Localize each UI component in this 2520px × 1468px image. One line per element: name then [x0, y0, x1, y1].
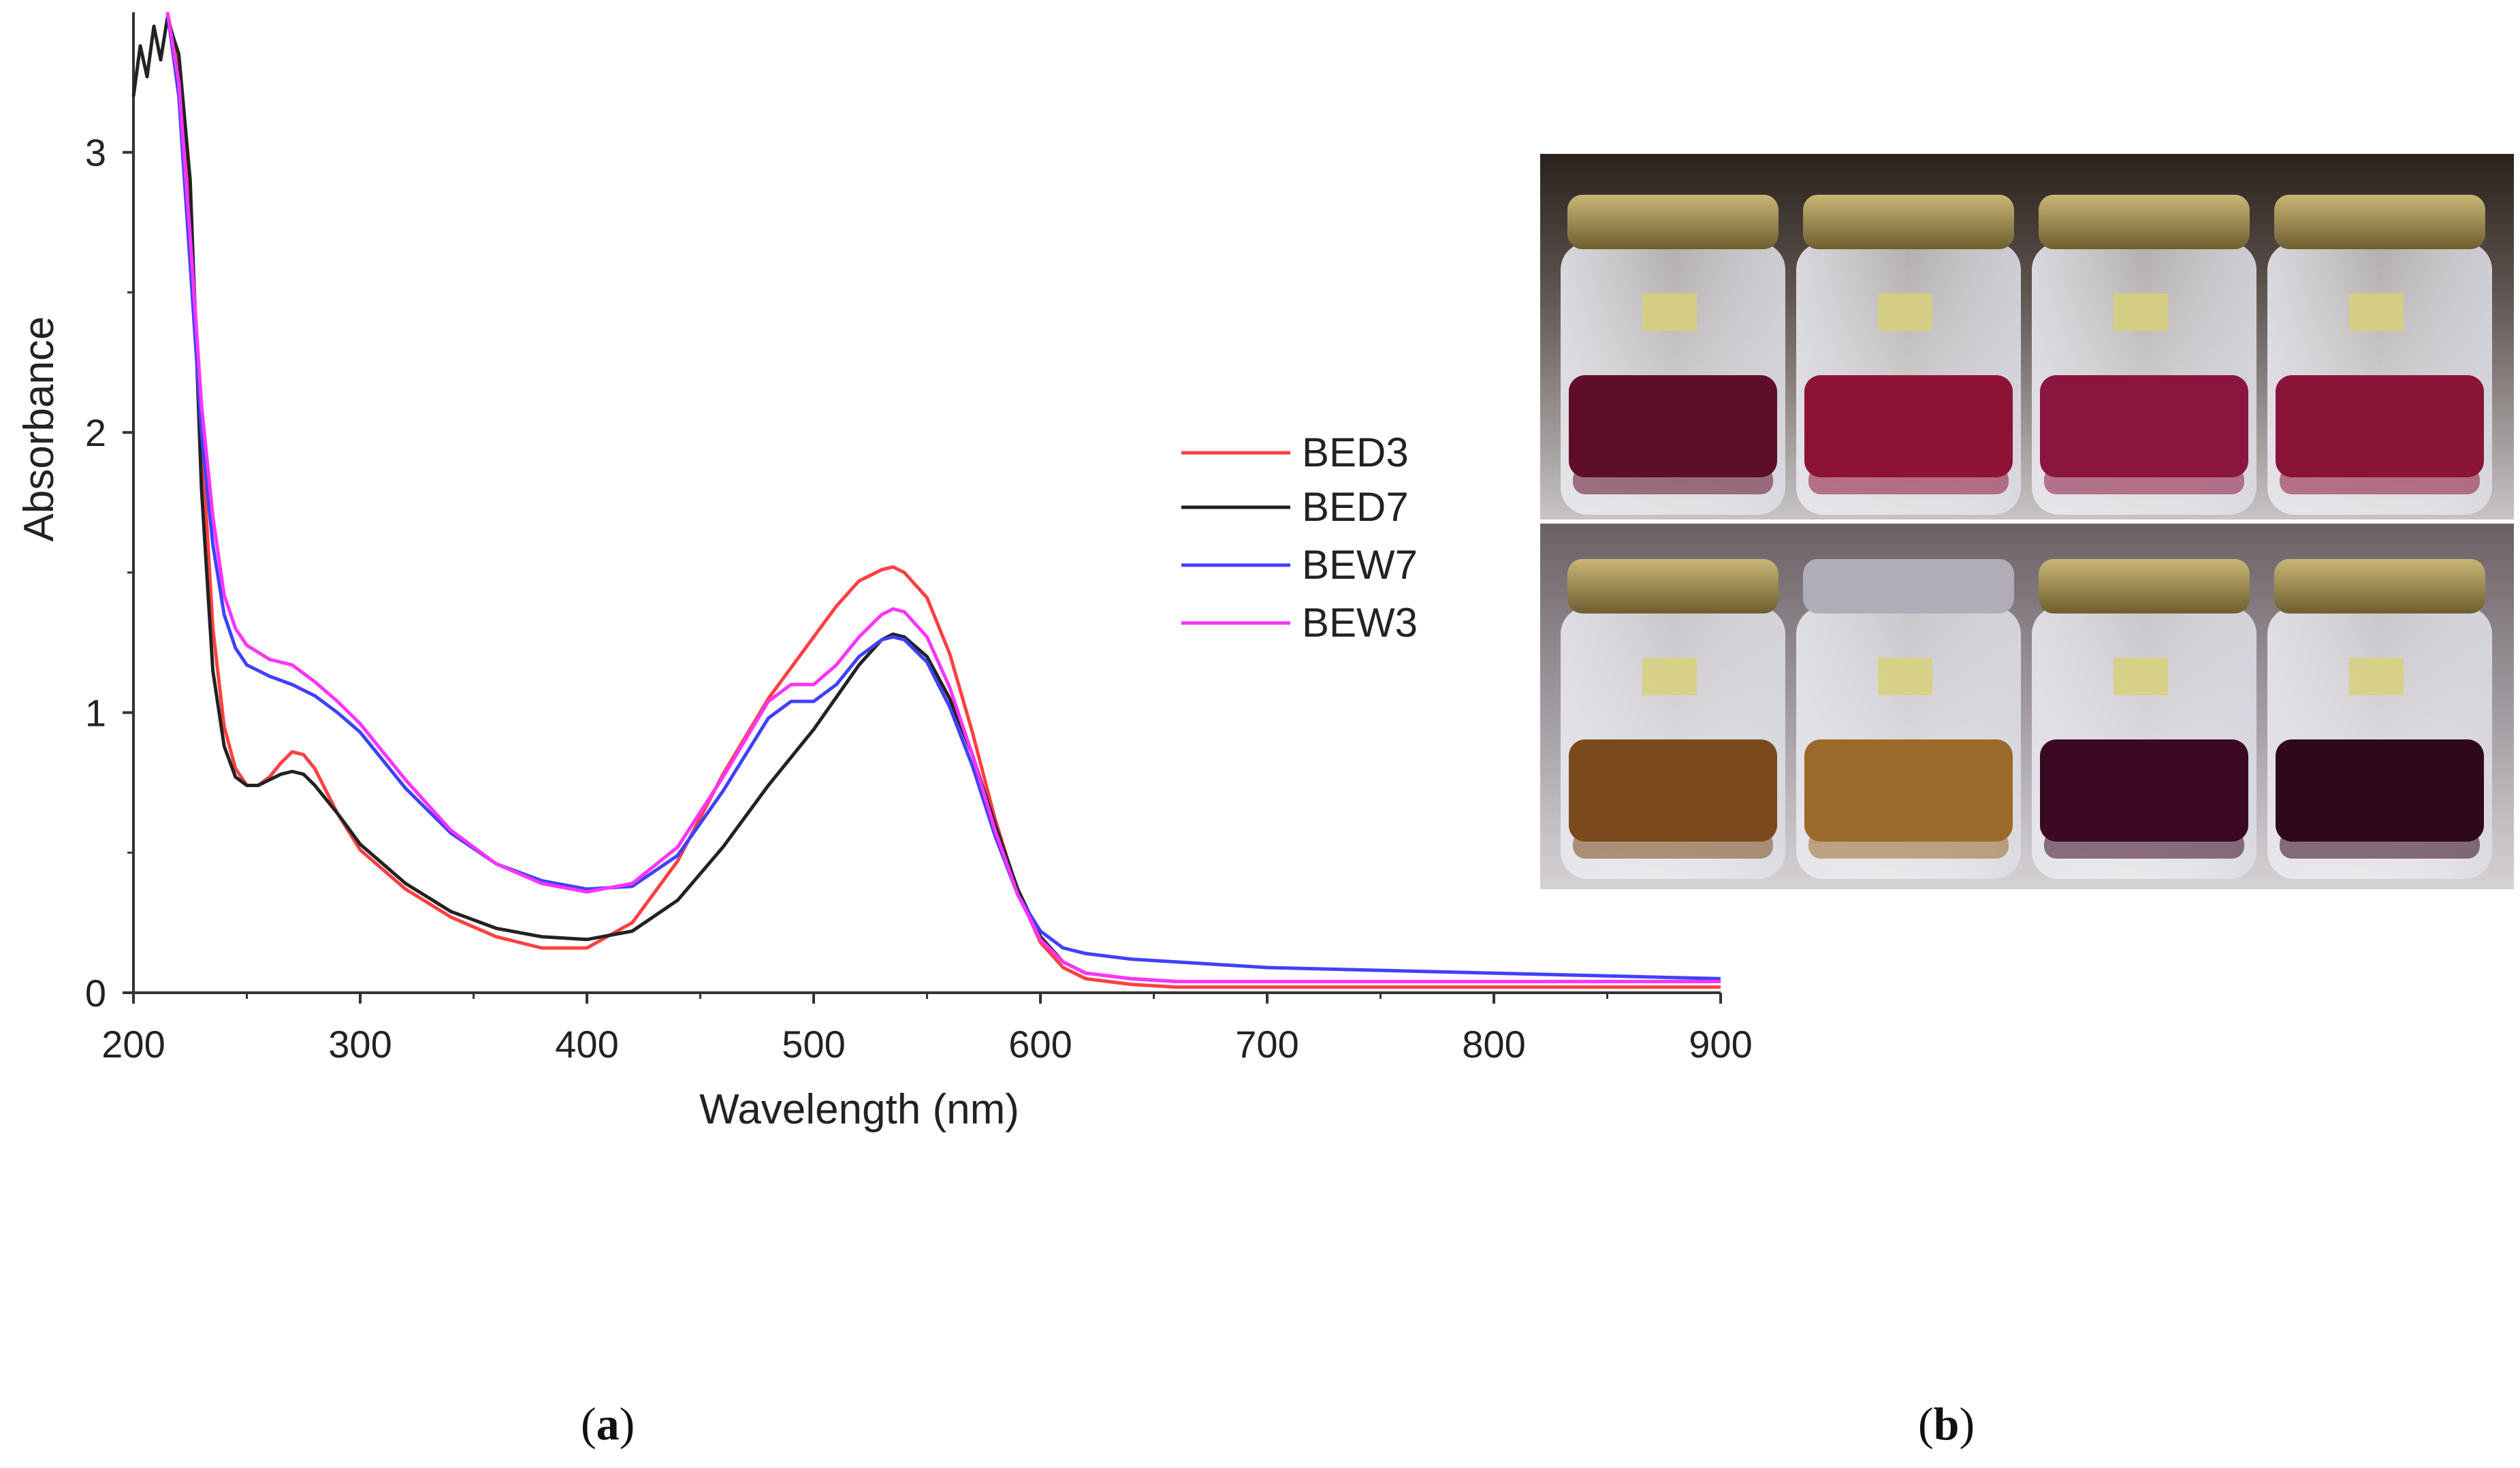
legend-label-bew7: BEW7 [1302, 542, 1418, 588]
x-tick-label-400: 400 [555, 1023, 618, 1066]
panel-label-a: (a) [581, 1398, 635, 1450]
vial-1-4 [2267, 195, 2492, 515]
legend-label-bed7: BED7 [1302, 484, 1409, 530]
vial-cap [1567, 195, 1779, 249]
vial-cap [2039, 559, 2250, 613]
series-line-bed7 [131, 16, 1721, 983]
vial-1-3 [2032, 195, 2256, 515]
y-tick-label-3: 3 [85, 131, 106, 174]
x-tick-label-200: 200 [101, 1023, 165, 1066]
series-line-bed3 [165, 12, 1721, 989]
vial-2-4 [2267, 559, 2492, 879]
vial-label [1878, 293, 1932, 331]
vial-label [2349, 658, 2404, 695]
vial-cap [2039, 195, 2250, 249]
vial-liquid [1569, 739, 1777, 842]
vial-2-2 [1796, 559, 2021, 879]
x-tick-label-500: 500 [782, 1023, 845, 1066]
series-line-bew3 [165, 12, 1721, 983]
vial-liquid [2040, 739, 2248, 842]
chart-legend: BED3 BED7 BEW7 BEW3 [1181, 430, 1418, 645]
vials [1540, 195, 2514, 879]
vials-photo [1540, 154, 2514, 889]
vial-liquid [2276, 375, 2484, 477]
vial-2-1 [1561, 559, 1785, 879]
vial-cap [2274, 559, 2485, 613]
vial-liquid-base [1573, 831, 1773, 859]
vial-cap [1803, 195, 2014, 249]
x-tick-label-700: 700 [1235, 1023, 1298, 1066]
vial-cap [1567, 559, 1779, 613]
y-tick-label-0: 0 [85, 972, 106, 1015]
vial-label [1878, 658, 1932, 695]
series-line-bew7 [165, 12, 1721, 980]
x-tick-label-300: 300 [328, 1023, 392, 1066]
vial-label [2114, 658, 2168, 695]
vials-photo-drawing [1540, 154, 2514, 889]
vial-liquid-base [2280, 467, 2480, 494]
vial-liquid [2276, 739, 2484, 842]
vial-cap [2274, 195, 2485, 249]
legend-label-bew3: BEW3 [1302, 600, 1418, 645]
vial-label [1642, 293, 1697, 331]
vial-liquid-base [2044, 831, 2244, 859]
vial-liquid-base [1808, 831, 2009, 859]
vial-label [2114, 293, 2168, 331]
vial-liquid-base [2280, 831, 2480, 859]
vial-liquid [1804, 375, 2013, 477]
vial-liquid [1804, 739, 2013, 842]
chart-series [131, 12, 1721, 989]
vial-liquid [1569, 375, 1777, 477]
vial-2-3 [2032, 559, 2256, 879]
vial-liquid-base [2044, 467, 2244, 494]
vial-cap [1803, 559, 2014, 613]
vial-label [1642, 658, 1697, 695]
y-tick-label-2: 2 [85, 411, 106, 454]
x-tick-label-600: 600 [1008, 1023, 1072, 1066]
vial-label [2349, 293, 2404, 331]
x-axis-title: Wavelength (nm) [699, 1086, 1019, 1133]
vial-liquid-base [1808, 467, 2009, 494]
vial-1-1 [1561, 195, 1785, 515]
vial-liquid-base [1573, 467, 1773, 494]
panel-label-b: (b) [1918, 1398, 1975, 1450]
y-axis-title: Absorbance [16, 317, 63, 542]
chart-axes: 200 300 400 500 600 700 800 900 0 1 2 3 [85, 12, 1753, 1066]
vial-liquid [2040, 375, 2248, 477]
legend-label-bed3: BED3 [1302, 430, 1409, 475]
vial-1-2 [1796, 195, 2021, 515]
x-tick-label-800: 800 [1462, 1023, 1525, 1066]
y-tick-label-1: 1 [85, 692, 106, 735]
x-tick-label-900: 900 [1689, 1023, 1752, 1066]
